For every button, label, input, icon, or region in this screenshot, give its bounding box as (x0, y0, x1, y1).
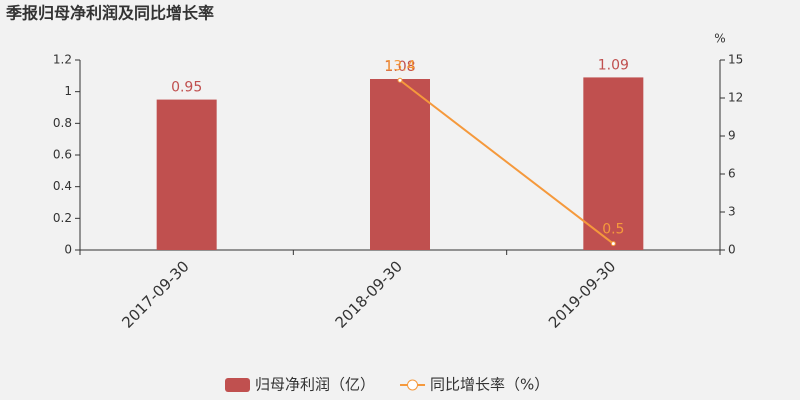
y-tick-label: 0.2 (53, 211, 72, 225)
legend-label: 归母净利润（亿） (255, 376, 375, 394)
line-point (397, 77, 403, 83)
x-tick-label: 2017-09-30 (118, 257, 192, 331)
y2-axis-label: % (714, 32, 725, 46)
y-tick-label: 0.4 (53, 179, 72, 193)
line-value-label: 0.5 (602, 222, 624, 238)
y2-tick-label: 9 (728, 129, 736, 143)
y-tick-label: 0.8 (53, 116, 72, 130)
y2-tick-label: 3 (728, 205, 736, 219)
y-tick-label: 0 (64, 243, 72, 257)
y-tick-label: 0.6 (53, 148, 72, 162)
bar (156, 99, 217, 250)
line-value-label: 13.4 (384, 58, 415, 74)
y-tick-label: 1 (64, 84, 72, 98)
y2-tick-label: 6 (728, 167, 736, 181)
y-tick-label: 1.2 (53, 53, 72, 67)
y2-tick-label: 15 (728, 53, 743, 67)
legend-label: 同比增长率（%） (430, 376, 549, 394)
line-point (610, 241, 616, 247)
y2-tick-label: 12 (728, 91, 743, 105)
y2-tick-label: 0 (728, 243, 736, 257)
legend-swatch-point (407, 379, 419, 391)
x-tick-label: 2019-09-30 (545, 257, 619, 331)
bar (583, 77, 644, 251)
legend-swatch (225, 378, 250, 392)
x-tick-label: 2018-09-30 (332, 257, 406, 331)
chart-title: 季报归母净利润及同比增长率 (5, 4, 214, 23)
line (399, 79, 614, 245)
bar-value-label: 1.08 (384, 59, 415, 75)
bar-value-label: 0.95 (171, 80, 202, 96)
bar-value-label: 1.09 (598, 57, 629, 73)
bar (370, 79, 430, 250)
